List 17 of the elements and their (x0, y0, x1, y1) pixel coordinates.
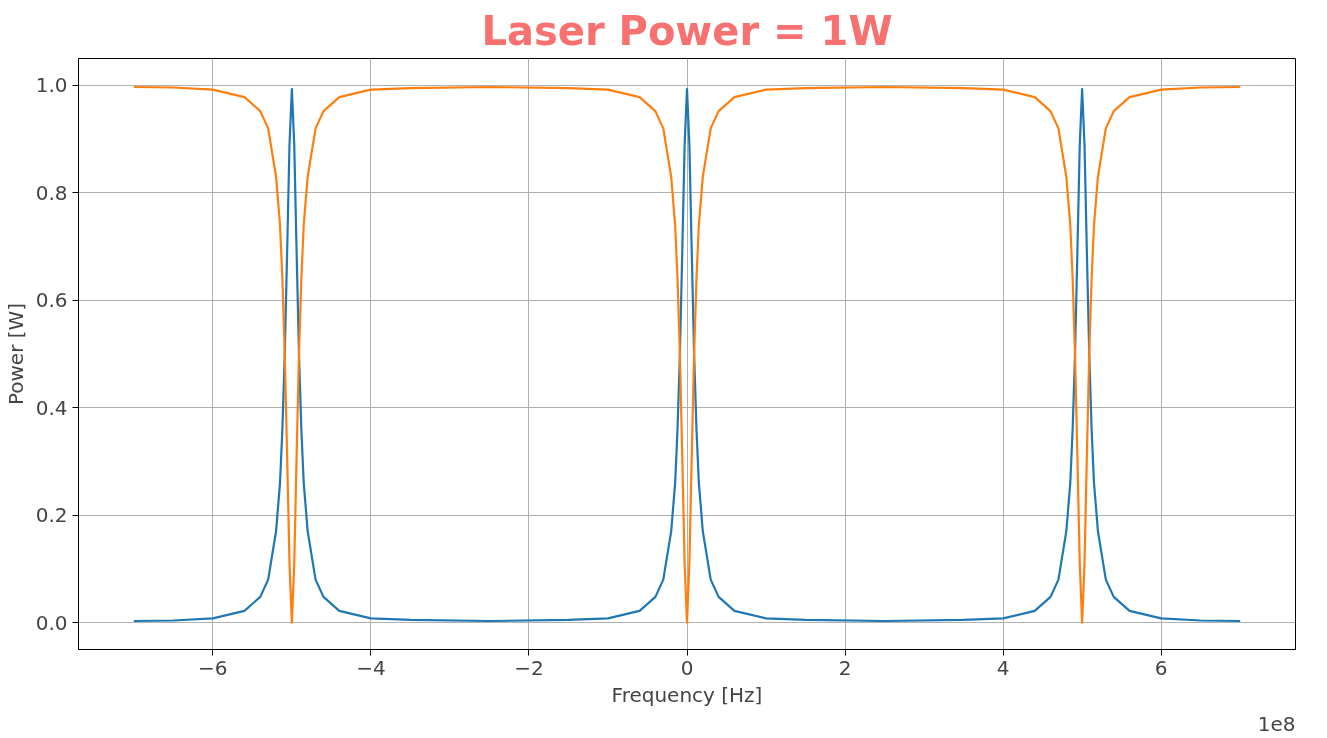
y-tick-label: 1.0 (35, 73, 68, 98)
y-tick-label: 0.2 (35, 503, 68, 528)
text: 1e8 (1257, 711, 1296, 736)
chart-title: Laser Power = 1W (481, 7, 893, 54)
x-tick-label: −6 (198, 655, 228, 680)
y-tick-label: 0.6 (35, 288, 68, 313)
y-axis-title: Power [W] (3, 302, 28, 406)
y-tick-label: 0.0 (35, 610, 68, 635)
y-tick-label: 0.8 (35, 180, 68, 205)
x-tick-label: 4 (996, 655, 1010, 680)
x-tick-label: −4 (356, 655, 386, 680)
y-tick-label: 0.4 (35, 395, 68, 420)
x-tick-label: 6 (1154, 655, 1168, 680)
x-tick-label: −2 (514, 655, 544, 680)
x-axis-title: Frequency [Hz] (611, 682, 763, 707)
x-tick-label: 2 (838, 655, 852, 680)
x-tick-label: 0 (680, 655, 694, 680)
